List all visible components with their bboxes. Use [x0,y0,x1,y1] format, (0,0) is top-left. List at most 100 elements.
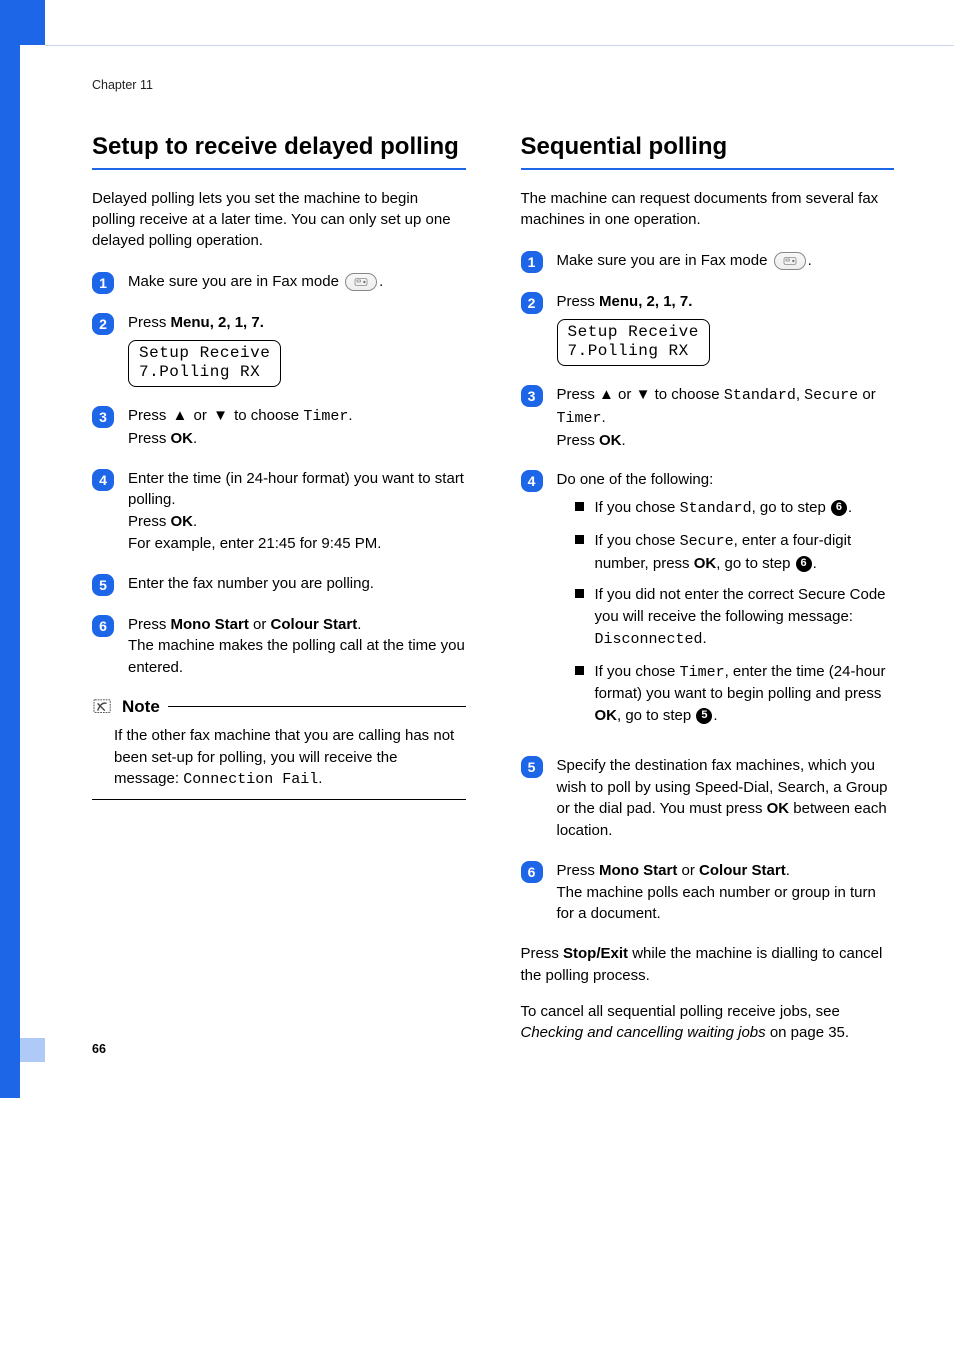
rs6-post: . [786,862,790,879]
step-3-body: Press ▲ or ▼ to choose Timer. Press OK. [128,405,466,450]
content-columns: Setup to receive delayed polling Delayed… [92,132,894,1058]
rstep-5-body: Specify the destination fax machines, wh… [557,755,895,842]
s3-mid1: or [189,407,211,424]
note-post: . [318,770,322,787]
step-2-seq: , 2, 1, 7. [210,314,264,331]
b3-pre: If you did not enter the correct Secure … [595,586,886,625]
rs2-seq: , 2, 1, 7. [638,293,692,310]
rs3-o1: Standard [724,387,796,404]
s6-mid: or [249,616,271,633]
note-body: If the other fax machine that you are ca… [92,725,466,800]
rs6-b2: Colour Start [699,862,786,879]
b4-opt: Timer [680,664,725,681]
heading-block: Setup to receive delayed polling [92,132,466,170]
step-6: 6 Press Mono Start or Colour Start. The … [92,614,466,679]
rs6-b1: Mono Start [599,862,677,879]
step-badge-2: 2 [92,313,114,335]
lcd-l1: Setup Receive [139,344,270,362]
step-badge-6: 6 [92,615,114,637]
step-2-body: Press Menu, 2, 1, 7. Setup Receive 7.Pol… [128,312,466,387]
step-5: 5 Enter the fax number you are polling. [92,573,466,596]
step-1-body: Make sure you are in Fax mode . [128,271,466,293]
page-number: 66 [92,1042,106,1056]
lcd-l2: 7.Polling RX [139,363,260,381]
rs4-item-3: If you did not enter the correct Secure … [575,584,895,650]
rstep-1: 1 Make sure you are in Fax mode . [521,250,895,273]
step-ref-6-icon: 6 [831,500,847,516]
rlcd-l1: Setup Receive [568,323,699,341]
b3-post: . [703,630,707,647]
b4-mid2: , go to step [617,707,695,724]
a1-pre: Press [521,945,564,962]
rlcd-l2: 7.Polling RX [568,342,689,360]
b2-opt: Secure [680,533,734,550]
a2-post: on page 35. [766,1024,849,1041]
s6-b1: Mono Start [171,616,249,633]
intro-right: The machine can request documents from s… [521,188,895,230]
note-block: Note If the other fax machine that you a… [92,697,466,800]
rs4-lead: Do one of the following: [557,471,714,488]
rstep-4: 4 Do one of the following: If you chose … [521,469,895,737]
s3-pre: Press [128,407,171,424]
s3-ok: OK [171,430,194,447]
heading-block-r: Sequential polling [521,132,895,170]
rs2-pre: Press [557,293,600,310]
s4-ok: OK [171,513,194,530]
s4-l1: Enter the time (in 24-hour format) you w… [128,470,464,509]
rs6-mid: or [677,862,699,879]
step-5-body: Enter the fax number you are polling. [128,573,466,595]
b4-pre: If you chose [595,663,680,680]
step-badge-4: 4 [92,469,114,491]
arrow-down-icon: ▼ [636,386,651,403]
rs4-item-1: If you chose Standard, go to step 6. [575,497,895,520]
heading-left: Setup to receive delayed polling [92,132,466,162]
rs3-o3: Timer [557,410,602,427]
b1-mid: , go to step [752,499,830,516]
arrow-up-icon: ▲ [599,386,614,403]
fax-mode-icon [774,252,806,270]
step-2: 2 Press Menu, 2, 1, 7. Setup Receive 7.P… [92,312,466,387]
rstep-badge-4: 4 [521,470,543,492]
step-4-body: Enter the time (in 24-hour format) you w… [128,468,466,555]
rs3-ok: OK [599,432,622,449]
right-column: Sequential polling The machine can reque… [521,132,895,1058]
note-mono: Connection Fail [183,771,318,788]
rstep-3: 3 Press ▲ or ▼ to choose Standard, Secur… [521,384,895,451]
s6-l2: The machine makes the polling call at th… [128,637,465,676]
rs1-post: . [808,252,812,269]
page-num-accent [0,1038,45,1062]
b2-pre: If you chose [595,532,680,549]
rs4-list: If you chose Standard, go to step 6. If … [557,497,895,727]
rstep-6-body: Press Mono Start or Colour Start. The ma… [557,860,895,925]
rs1-pre: Make sure you are in Fax mode [557,252,772,269]
rstep-1-body: Make sure you are in Fax mode . [557,250,895,272]
rstep-4-body: Do one of the following: If you chose St… [557,469,895,737]
arrow-down-icon: ▼ [213,405,228,427]
rstep-badge-3: 3 [521,385,543,407]
rs5-ok: OK [767,800,790,817]
left-column: Setup to receive delayed polling Delayed… [92,132,466,1058]
step-3: 3 Press ▲ or ▼ to choose Timer. Press OK… [92,405,466,450]
rs3-c1: , [796,386,804,403]
step-2-pre: Press [128,314,171,331]
rstep-2: 2 Press Menu, 2, 1, 7. Setup Receive 7.P… [521,291,895,366]
step-4: 4 Enter the time (in 24-hour format) you… [92,468,466,555]
b1-post: . [848,499,852,516]
b4-ok: OK [595,707,618,724]
rstep-badge-2: 2 [521,292,543,314]
after-2: To cancel all sequential polling receive… [521,1001,895,1045]
top-accent-square [0,0,45,45]
intro-left: Delayed polling lets you set the machine… [92,188,466,251]
page: Chapter 11 Setup to receive delayed poll… [0,0,954,1098]
s4-l2post: . [193,513,197,530]
rs6-l2: The machine polls each number or group i… [557,884,876,923]
rstep-badge-6: 6 [521,861,543,883]
heading-right: Sequential polling [521,132,895,162]
s6-pre: Press [128,616,171,633]
note-header: Note [92,697,466,717]
after-1: Press Stop/Exit while the machine is dia… [521,943,895,987]
b2-mid2: , go to step [716,555,794,572]
rs3-dot: . [602,409,606,426]
step-1-pre: Make sure you are in Fax mode [128,273,343,290]
note-title: Note [122,697,160,717]
